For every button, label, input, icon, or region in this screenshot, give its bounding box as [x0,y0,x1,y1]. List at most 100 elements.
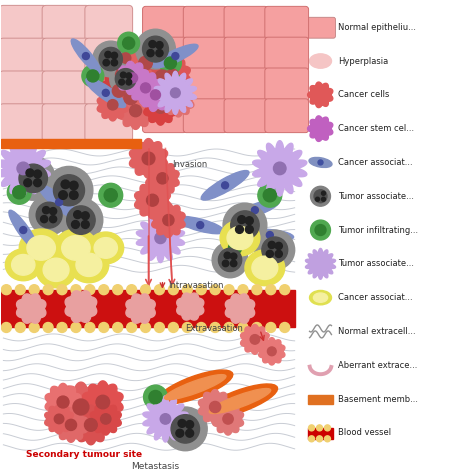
FancyBboxPatch shape [306,17,336,38]
Circle shape [120,72,126,78]
Circle shape [55,199,63,206]
Ellipse shape [153,44,198,68]
Circle shape [128,73,137,83]
Circle shape [164,407,207,451]
Circle shape [99,183,123,207]
Circle shape [115,69,136,89]
Circle shape [131,73,150,92]
Circle shape [309,425,315,431]
FancyBboxPatch shape [143,68,186,102]
Ellipse shape [309,157,332,167]
Ellipse shape [245,250,285,286]
Circle shape [258,183,282,207]
Text: Cancer stem cel...: Cancer stem cel... [338,124,415,133]
Polygon shape [135,182,170,219]
Circle shape [126,79,132,85]
Circle shape [164,57,176,69]
Ellipse shape [88,232,124,264]
Circle shape [228,241,242,255]
Circle shape [26,169,34,177]
Circle shape [36,202,62,228]
Circle shape [71,285,81,295]
FancyBboxPatch shape [85,104,133,142]
Circle shape [310,220,330,240]
Polygon shape [155,71,196,114]
Ellipse shape [71,39,100,73]
Circle shape [13,186,26,199]
Circle shape [72,220,79,228]
Circle shape [266,322,276,332]
Bar [1,290,295,328]
Circle shape [43,285,53,295]
Text: Invasion: Invasion [173,160,208,169]
Ellipse shape [12,255,35,275]
Circle shape [111,52,118,59]
Circle shape [146,194,158,206]
Circle shape [149,391,162,404]
Circle shape [262,237,288,263]
Polygon shape [126,294,155,323]
Circle shape [127,322,137,332]
Circle shape [178,419,186,428]
Circle shape [103,59,109,66]
Polygon shape [129,71,162,104]
Circle shape [163,215,174,226]
Circle shape [102,90,109,96]
Circle shape [1,322,11,332]
Text: Metastasis: Metastasis [131,462,179,471]
FancyBboxPatch shape [224,37,268,71]
Circle shape [105,51,111,58]
FancyBboxPatch shape [85,5,133,43]
Circle shape [156,42,163,49]
Polygon shape [163,85,194,117]
Circle shape [160,414,171,424]
Circle shape [210,285,220,295]
Circle shape [321,197,326,201]
Ellipse shape [19,229,63,267]
FancyBboxPatch shape [85,71,133,109]
Circle shape [223,203,267,247]
Circle shape [82,65,104,87]
Circle shape [280,285,290,295]
Circle shape [57,322,67,332]
Circle shape [34,170,42,178]
FancyBboxPatch shape [183,37,227,71]
Circle shape [321,191,326,195]
Circle shape [136,29,175,69]
FancyBboxPatch shape [183,6,227,40]
Circle shape [159,52,182,74]
Polygon shape [45,383,81,420]
Polygon shape [0,141,50,196]
Circle shape [119,79,125,85]
Circle shape [251,207,258,214]
Polygon shape [129,138,168,178]
Circle shape [252,285,262,295]
Circle shape [155,102,166,113]
Circle shape [230,253,237,259]
FancyBboxPatch shape [0,5,47,43]
Circle shape [100,414,111,424]
Circle shape [73,399,89,415]
Text: Normal epitheliu...: Normal epitheliu... [338,23,416,32]
Ellipse shape [310,54,331,68]
Circle shape [124,91,137,105]
Ellipse shape [310,291,331,305]
Circle shape [96,395,109,409]
Circle shape [104,189,117,202]
Circle shape [147,49,154,57]
Ellipse shape [176,217,224,234]
Ellipse shape [9,210,37,250]
Circle shape [149,41,156,48]
FancyBboxPatch shape [224,99,268,133]
Circle shape [150,49,161,61]
Text: Tumor associate...: Tumor associate... [338,192,414,201]
Ellipse shape [54,229,98,267]
Circle shape [224,252,230,259]
Circle shape [157,173,168,184]
Circle shape [250,335,260,344]
Polygon shape [241,325,269,354]
Text: Tumor infiltrating...: Tumor infiltrating... [338,226,419,235]
Ellipse shape [27,236,55,260]
Circle shape [43,207,50,214]
FancyBboxPatch shape [42,71,90,109]
